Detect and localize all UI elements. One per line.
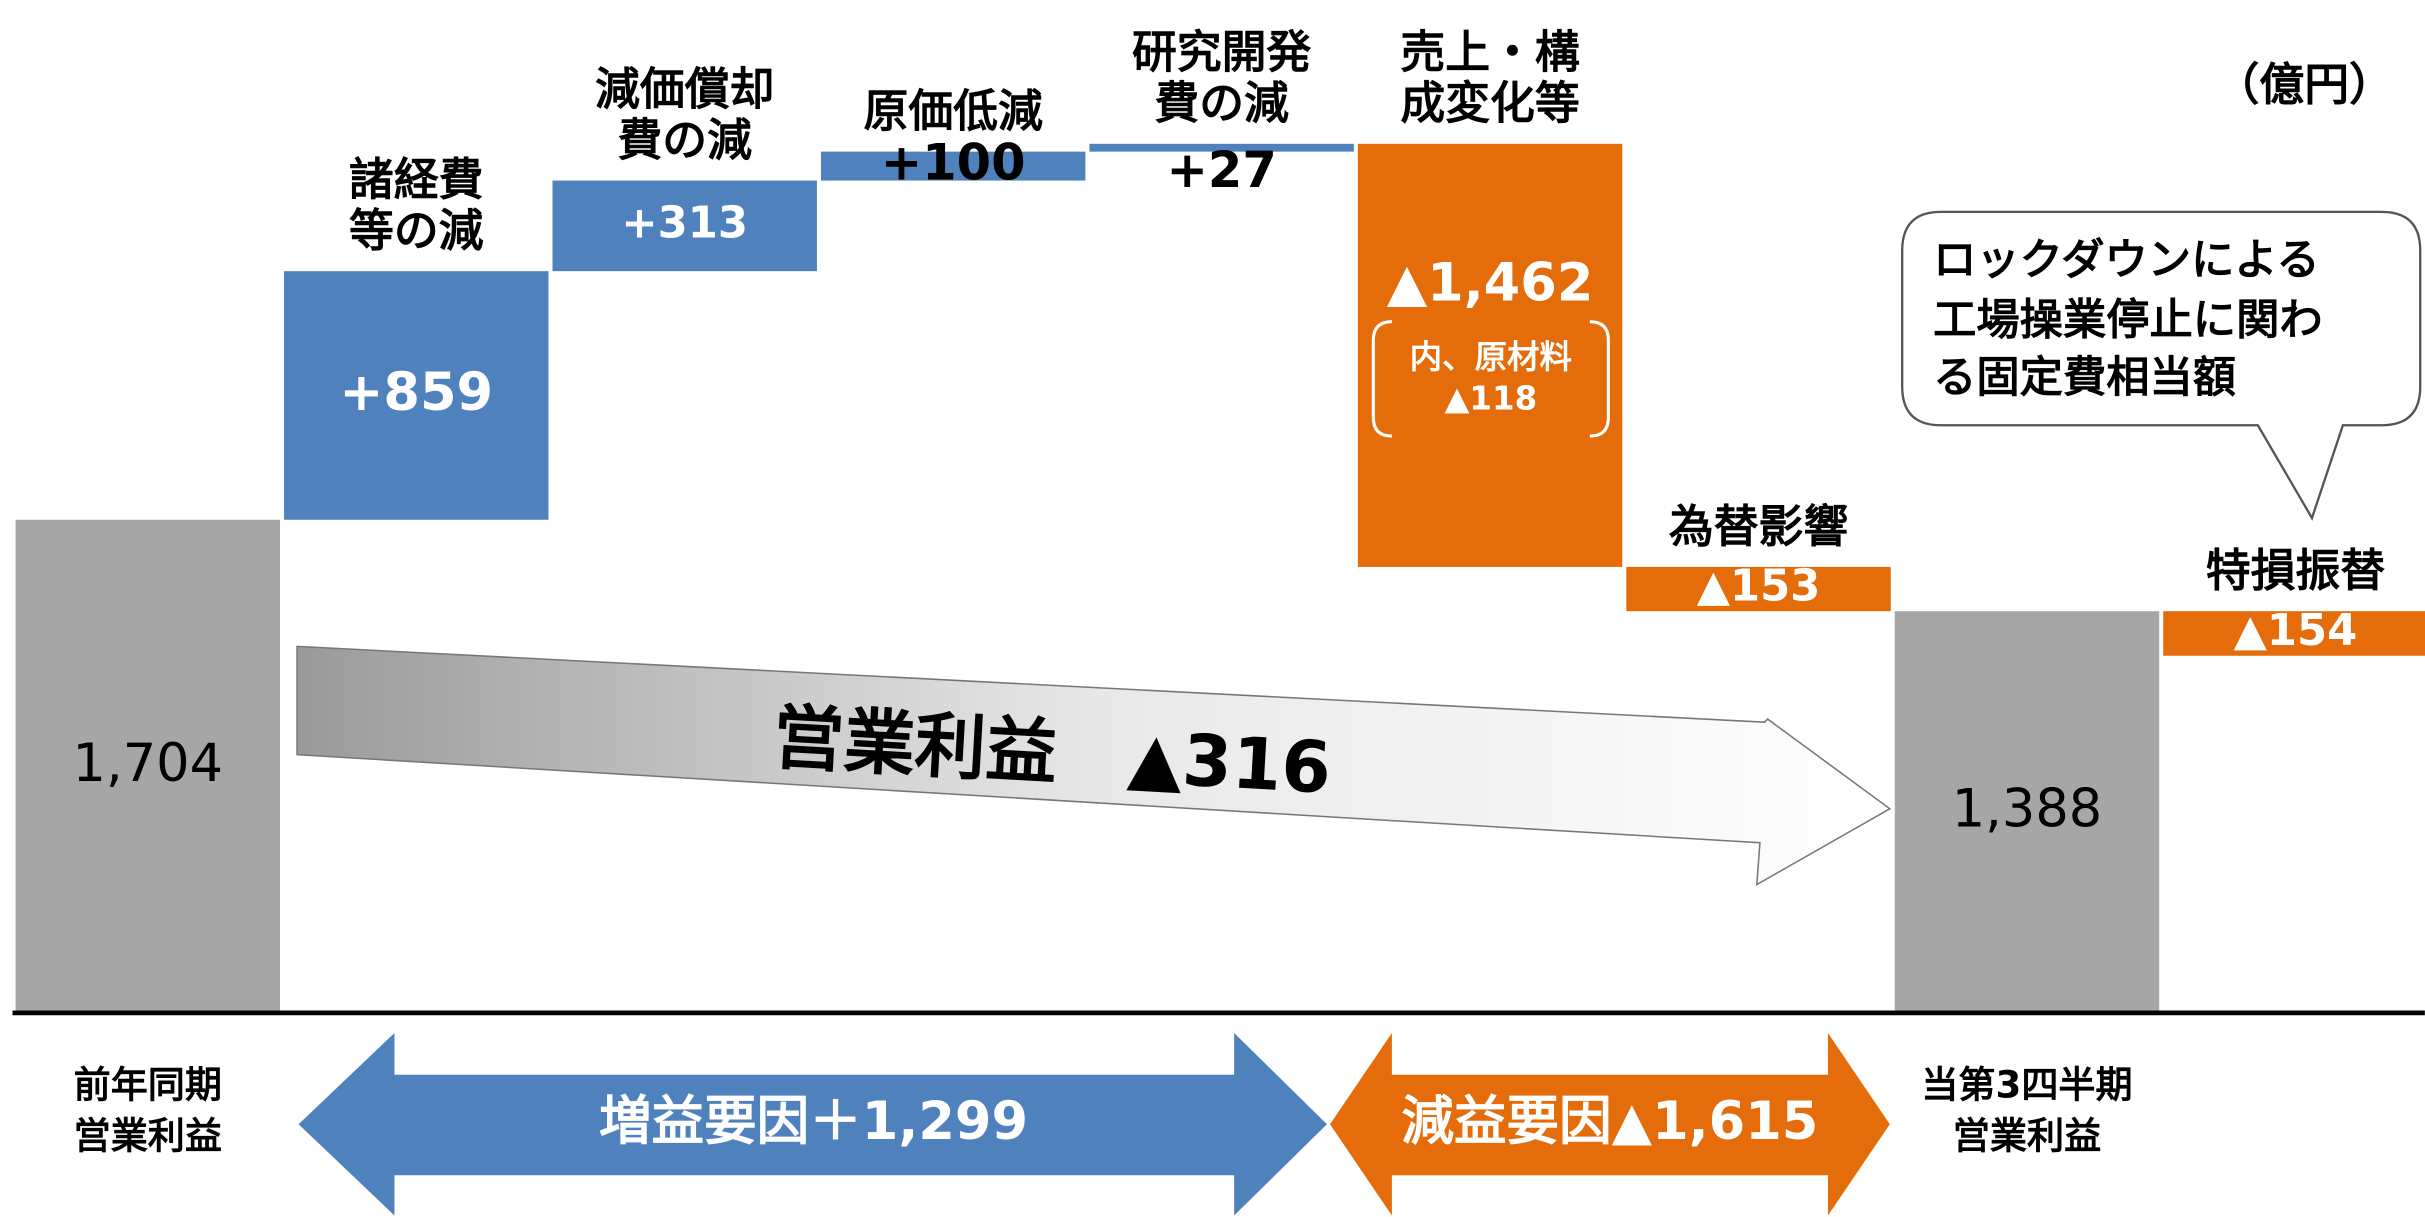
callout-box — [1901, 210, 2422, 521]
callout-line: ロックダウンによる — [1933, 235, 2320, 285]
category-label: 諸経費 — [349, 153, 484, 206]
callout-line: る固定費相当額 — [1933, 353, 2236, 403]
increase-label: 増益要因＋1,299 — [599, 1091, 1028, 1152]
bar — [284, 271, 549, 520]
category-label: 研究開発 — [1132, 26, 1311, 79]
note-bracket — [1589, 320, 1610, 438]
bar — [1357, 143, 1623, 567]
value-label: ▲153 — [1697, 562, 1821, 612]
value-label: 1,704 — [73, 733, 223, 794]
category-label: 減価償却 — [595, 62, 774, 115]
category-label: 為替影響 — [1669, 500, 1848, 553]
value-label: 1,388 — [1952, 779, 2102, 840]
category-label: 当第3四半期 — [1921, 1064, 2132, 1107]
bar — [15, 519, 281, 1013]
bar — [1089, 143, 1354, 152]
category-label: 原価低減 — [864, 85, 1043, 138]
category-label: 費の減 — [617, 113, 752, 166]
value-label: +313 — [621, 198, 748, 248]
sub-note: ▲118 — [1444, 380, 1537, 418]
category-label: 営業利益 — [1953, 1115, 2101, 1158]
unit-label: （億円） — [2215, 58, 2394, 111]
category-label: 営業利益 — [74, 1115, 222, 1158]
value-label: +100 — [881, 134, 1026, 192]
sub-note: 内、原材料 — [1410, 338, 1572, 376]
decrease-arrow — [1330, 1032, 1890, 1216]
value-label: ▲1,462 — [1387, 253, 1594, 314]
callout-line: 工場操業停止に関わ — [1933, 296, 2323, 346]
value-label: ▲154 — [2234, 606, 2358, 656]
category-label: 成変化等 — [1400, 77, 1579, 130]
bar — [2163, 611, 2425, 656]
increase-arrow — [298, 1032, 1327, 1216]
category-label: 特損振替 — [2206, 544, 2385, 597]
decrease-label: 減益要因▲1,615 — [1401, 1091, 1818, 1152]
category-label: 売上・構 — [1400, 26, 1579, 79]
bar — [1894, 611, 2160, 1013]
note-bracket — [1371, 320, 1392, 438]
value-label: +859 — [339, 362, 493, 423]
value-label: +27 — [1166, 141, 1276, 199]
category-label: 前年同期 — [74, 1064, 222, 1107]
category-label: 等の減 — [349, 204, 484, 257]
category-label: 費の減 — [1154, 77, 1289, 130]
trend-arrow — [296, 645, 1892, 886]
bar — [1626, 566, 1891, 612]
bar — [552, 180, 817, 272]
bar — [820, 151, 1086, 181]
